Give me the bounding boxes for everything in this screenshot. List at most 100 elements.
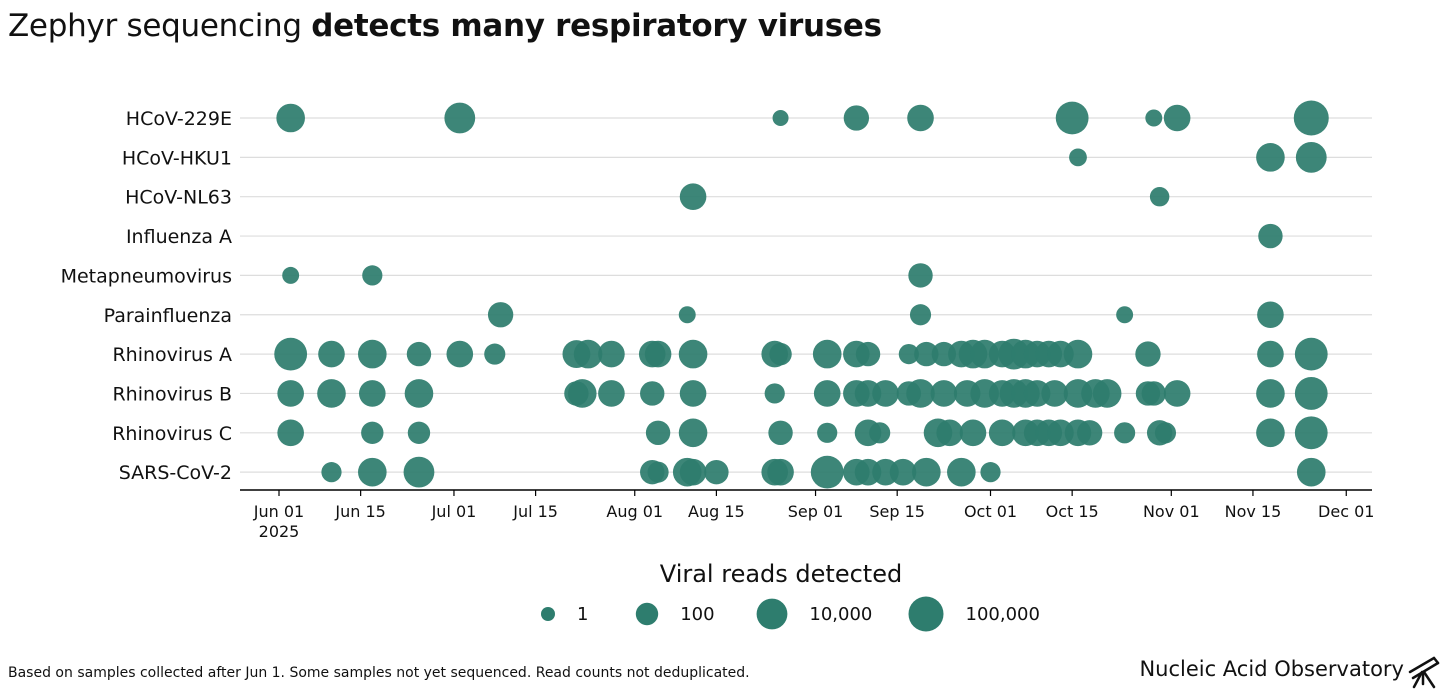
legend-label: 10,000 [809, 604, 872, 625]
data-point-rhinovirus-a [318, 340, 345, 368]
x-tick-label: Nov 15 [1225, 502, 1282, 521]
data-point-rhinovirus-b [1041, 380, 1068, 407]
data-point-sars-cov-2 [810, 455, 844, 489]
data-point-sars-cov-2 [912, 457, 941, 487]
x-tick-label: Sep 15 [869, 502, 925, 521]
data-point-rhinovirus-c [361, 421, 384, 444]
category-label-hcov-hku1: HCoV-HKU1 [122, 147, 232, 169]
x-tick-label: Nov 01 [1143, 502, 1200, 521]
data-point-metapneumovirus [282, 266, 300, 284]
data-point-rhinovirus-a [1294, 337, 1328, 371]
data-point-rhinovirus-c [1154, 422, 1177, 444]
category-label-hcov-229e: HCoV-229E [126, 108, 232, 130]
data-point-rhinovirus-a [769, 342, 792, 366]
data-point-rhinovirus-a [898, 343, 919, 365]
data-point-rhinovirus-a [573, 339, 603, 369]
data-point-rhinovirus-a [1257, 340, 1284, 368]
data-point-rhinovirus-a [644, 340, 672, 368]
data-point-rhinovirus-b [906, 379, 935, 408]
bubble-chart: HCoV-229E HCoV-HKU1 HCoV-NL63 Influenza A Me… [61, 100, 1374, 632]
data-point-rhinovirus-b [404, 379, 434, 408]
title-bold: detects many respiratory viruses [311, 8, 882, 44]
data-point-rhinovirus-a [1063, 339, 1093, 369]
data-point-rhinovirus-a [484, 343, 506, 365]
legend-title: Viral reads detected [660, 560, 902, 588]
data-point-parainfluenza [909, 304, 932, 326]
data-point-rhinovirus-c [277, 419, 304, 447]
data-point-hcov-229e [1293, 100, 1329, 136]
category-label-parainfluenza: Parainfluenza [104, 305, 232, 327]
legend-label: 100 [680, 604, 714, 625]
data-point-rhinovirus-c [1294, 416, 1328, 450]
data-point-sars-cov-2 [889, 458, 917, 486]
category-labels: HCoV-229E HCoV-HKU1 HCoV-NL63 Influenza A Me… [61, 108, 232, 484]
data-point-rhinovirus-b [640, 381, 665, 406]
x-tick-label: Aug 15 [688, 502, 745, 521]
data-point-hcov-nl63 [1149, 186, 1170, 207]
data-point-parainfluenza [487, 302, 514, 328]
data-point-rhinovirus-c [869, 422, 891, 444]
data-point-rhinovirus-a [1135, 341, 1161, 367]
data-point-rhinovirus-b [1294, 377, 1328, 410]
data-point-rhinovirus-c [1114, 422, 1136, 444]
data-point-parainfluenza [1116, 306, 1134, 324]
data-points [274, 100, 1329, 489]
footnote: Based on samples collected after Jun 1. … [8, 665, 750, 681]
data-point-sars-cov-2 [321, 462, 342, 483]
data-point-rhinovirus-b [1256, 379, 1285, 408]
data-point-rhinovirus-a [914, 341, 939, 367]
legend-label: 100,000 [966, 604, 1040, 625]
data-point-metapneumovirus [362, 265, 383, 286]
title-regular: Zephyr sequencing [8, 8, 302, 44]
data-point-sars-cov-2 [403, 456, 435, 488]
data-point-sars-cov-2 [947, 457, 976, 487]
x-tick-label: Sep 01 [788, 502, 844, 521]
data-point-rhinovirus-b [359, 380, 386, 407]
data-point-sars-cov-2 [647, 461, 669, 483]
data-point-rhinovirus-b [813, 380, 841, 407]
x-tick-label: Aug 01 [606, 502, 663, 521]
x-tick-label: Oct 15 [1046, 502, 1099, 521]
data-point-rhinovirus-c [768, 420, 793, 446]
data-point-rhinovirus-c [1256, 418, 1285, 448]
data-point-rhinovirus-c [645, 420, 671, 446]
data-point-rhinovirus-c [407, 421, 431, 444]
data-point-parainfluenza [1257, 301, 1284, 329]
data-point-rhinovirus-b [567, 379, 597, 408]
data-point-parainfluenza [678, 306, 696, 324]
x-tick-label: Jun 15 [334, 502, 385, 521]
category-label-metapneumovirus: Metapneumovirus [61, 265, 232, 287]
data-point-rhinovirus-a [406, 341, 432, 367]
data-point-hcov-229e [276, 103, 305, 133]
data-point-metapneumovirus [908, 263, 933, 288]
x-tick-label: Jul 01 [431, 502, 477, 521]
legend-bubble [541, 607, 555, 621]
data-point-hcov-229e [1145, 109, 1163, 127]
category-label-rhinovirus-b: Rhinovirus B [112, 383, 232, 405]
x-tick-label: Oct 01 [964, 502, 1017, 521]
legend-bubble [756, 598, 788, 630]
data-point-rhinovirus-c [936, 419, 963, 447]
legend-bubble [635, 602, 659, 626]
data-point-hcov-hku1 [1256, 143, 1285, 172]
x-tick-label: Dec 01 [1318, 502, 1374, 521]
data-point-hcov-229e [907, 104, 934, 132]
data-point-rhinovirus-a [812, 339, 842, 369]
data-point-rhinovirus-a [358, 339, 387, 369]
data-point-hcov-229e [444, 102, 476, 134]
data-point-sars-cov-2 [980, 462, 1001, 483]
size-legend: Viral reads detected 1 100 10,000 100,000 [541, 560, 1040, 632]
category-label-influenza-a: Influenza A [126, 226, 232, 248]
data-point-hcov-nl63 [679, 183, 707, 210]
data-point-hcov-hku1 [1295, 141, 1327, 173]
category-label-rhinovirus-c: Rhinovirus C [112, 423, 232, 445]
data-point-hcov-229e [843, 105, 870, 131]
legend-label: 1 [577, 604, 588, 625]
data-point-hcov-hku1 [1069, 148, 1087, 167]
data-point-hcov-229e [1055, 101, 1089, 135]
x-tick-label: Jul 15 [512, 502, 558, 521]
data-point-rhinovirus-a [446, 340, 474, 368]
data-point-sars-cov-2 [1296, 457, 1326, 487]
data-point-rhinovirus-b [1141, 381, 1167, 406]
